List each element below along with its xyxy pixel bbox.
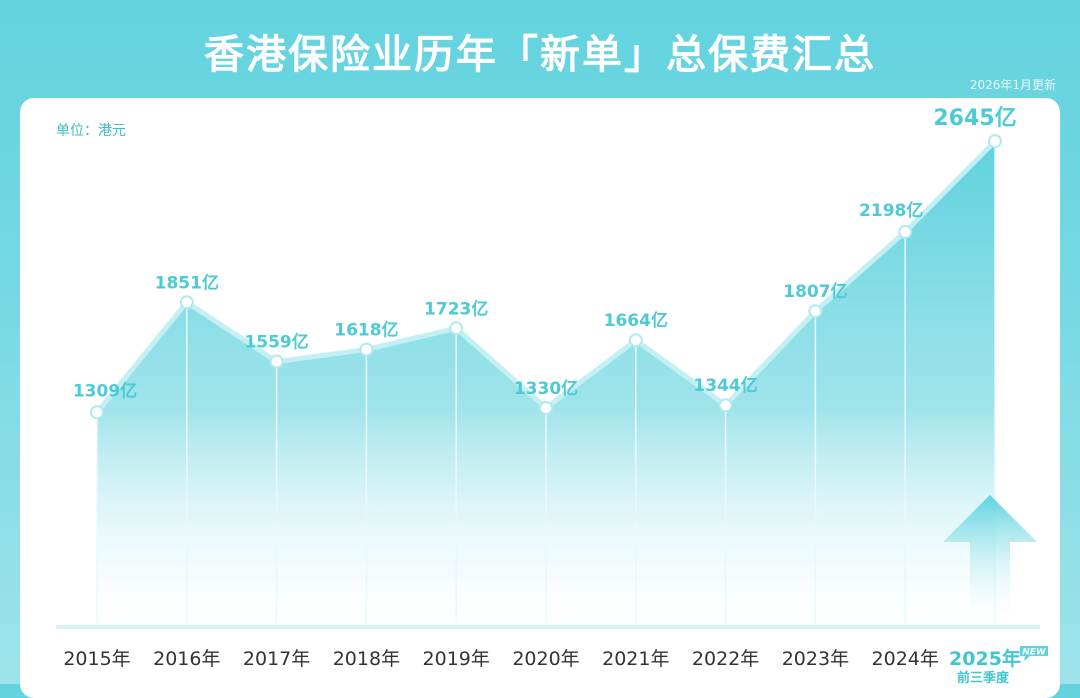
x-tick-label-7: 2022年 bbox=[692, 648, 759, 670]
value-label-4: 1723亿 bbox=[424, 298, 488, 319]
value-label-0: 1309亿 bbox=[73, 380, 137, 401]
data-point-2 bbox=[269, 354, 284, 369]
data-point-9 bbox=[898, 224, 913, 239]
unit-label: 单位：港元 bbox=[56, 123, 126, 139]
value-label-6: 1664亿 bbox=[604, 310, 668, 331]
area-fill bbox=[97, 141, 995, 628]
data-point-8 bbox=[808, 304, 823, 319]
update-note: 2026年1月更新 bbox=[969, 78, 1056, 92]
x-tick-label-1: 2016年 bbox=[153, 648, 220, 670]
data-point-7 bbox=[718, 398, 733, 413]
data-point-10 bbox=[988, 134, 1002, 149]
new-badge-shape bbox=[1020, 646, 1048, 661]
x-tick-label-10: 2025年 bbox=[949, 647, 1021, 670]
data-point-5 bbox=[539, 401, 553, 416]
x-tick-label-9: 2024年 bbox=[872, 648, 939, 670]
value-label-9: 2198亿 bbox=[859, 200, 923, 221]
value-label-8: 1807亿 bbox=[783, 281, 847, 302]
value-label-3: 1618亿 bbox=[334, 320, 398, 341]
x-tick-label-0: 2015年 bbox=[63, 648, 130, 670]
data-point-1 bbox=[179, 295, 194, 310]
new-badge-text: NEW bbox=[1022, 648, 1047, 658]
data-point-6 bbox=[628, 333, 643, 348]
x-tick-label-4: 2019年 bbox=[423, 648, 490, 670]
x-tick-label-8: 2023年 bbox=[782, 648, 849, 670]
x-tick-label-3: 2018年 bbox=[333, 648, 400, 670]
value-label-7: 1344亿 bbox=[693, 375, 757, 396]
x-tick-label-5: 2020年 bbox=[512, 648, 579, 670]
value-label-10: 2645亿 bbox=[933, 106, 1016, 131]
chart: 1309亿 1851亿 1559亿 1618亿 1723亿 1330亿 1664亿 1344亿… bbox=[56, 106, 1048, 684]
x-tick-label-2: 2017年 bbox=[243, 648, 310, 670]
value-label-1: 1851亿 bbox=[155, 272, 219, 293]
data-point-4 bbox=[449, 321, 464, 336]
value-label-5: 1330亿 bbox=[514, 378, 578, 399]
x-tick-label-6: 2021年 bbox=[602, 648, 669, 670]
data-point-3 bbox=[359, 342, 374, 357]
growth-arrow bbox=[943, 495, 1037, 627]
page-title: 香港保险业历年「新单」总保费汇总 bbox=[204, 32, 876, 78]
value-label-2: 1559亿 bbox=[244, 332, 308, 353]
last-category-note: 前三季度 bbox=[957, 670, 1010, 684]
new-badge: NEW bbox=[1020, 646, 1048, 661]
data-point-0 bbox=[90, 405, 104, 420]
